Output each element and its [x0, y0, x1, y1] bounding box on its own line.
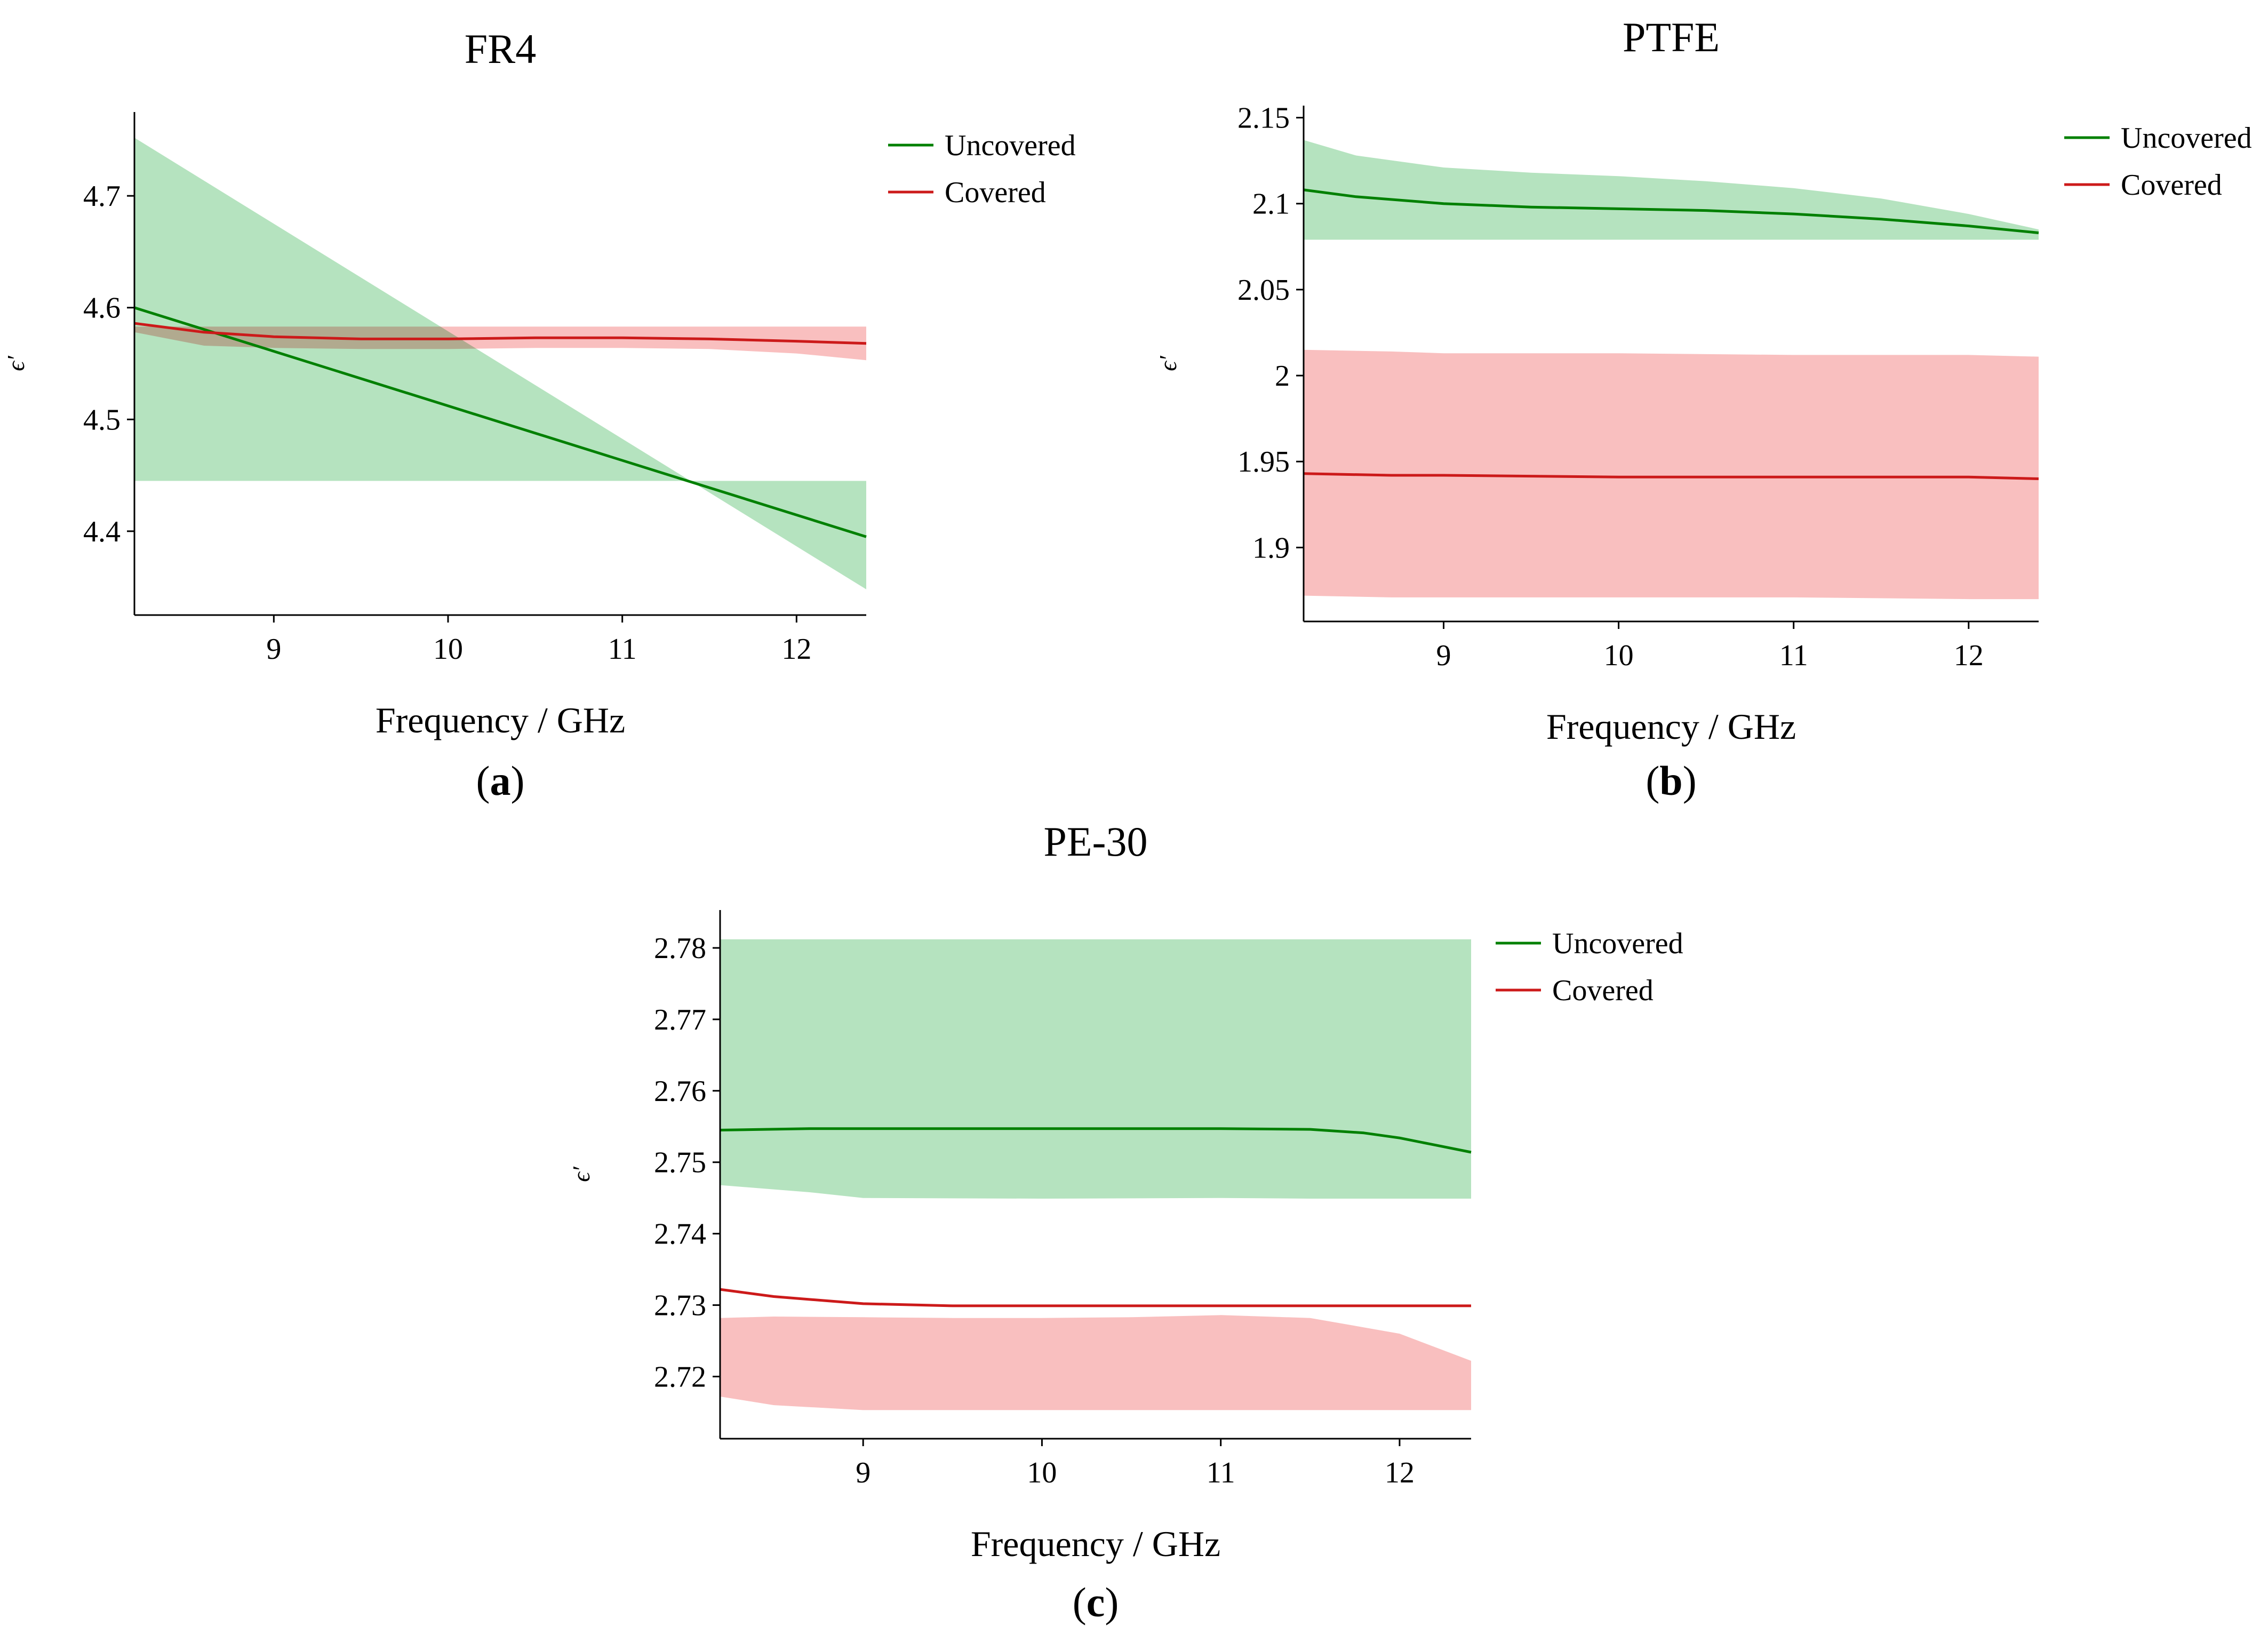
- x-tick-label: 9: [1436, 639, 1451, 672]
- y-tick-label: 2.72: [654, 1360, 706, 1393]
- uncovered-confidence-band: [720, 939, 1471, 1199]
- y-tick-label: 2.75: [654, 1146, 706, 1179]
- x-tick-label: 12: [1385, 1456, 1415, 1489]
- legend: Uncovered Covered: [2064, 122, 2252, 202]
- y-tick-label: 2.15: [1237, 102, 1290, 135]
- legend-label-covered: Covered: [2121, 169, 2222, 202]
- legend-label-covered: Covered: [945, 176, 1046, 209]
- panel-label: (c): [1073, 1579, 1119, 1625]
- uncovered-series-line: [134, 306, 867, 538]
- covered-confidence-band: [720, 1315, 1471, 1410]
- y-tick-label: 4.5: [83, 403, 121, 436]
- x-axis-label: Frequency / GHz: [971, 1524, 1220, 1564]
- uncovered-confidence-band: [1304, 140, 2039, 240]
- y-axis-label: ϵ′: [568, 1166, 595, 1182]
- y-tick-label: 2.05: [1237, 274, 1290, 307]
- y-tick-label: 4.7: [83, 180, 121, 213]
- chart-fr4: 9 10 11 12 4.4 4.5 4.6 4.7 FR4 Frequency / GHz ϵ′ U…: [2, 26, 1076, 804]
- covered-series-line: [720, 1288, 1471, 1307]
- covered-series-line: [134, 322, 867, 345]
- y-axis-label: ϵ′: [2, 355, 29, 371]
- legend-label-covered: Covered: [1552, 974, 1654, 1007]
- uncovered-confidence-band: [134, 138, 866, 589]
- y-tick-label: 2.73: [654, 1289, 706, 1322]
- x-tick-label: 10: [1027, 1456, 1057, 1489]
- x-tick-label: 10: [433, 633, 463, 666]
- x-tick-label: 11: [608, 633, 637, 666]
- covered-series-line: [1303, 472, 2039, 480]
- y-tick-label: 2.77: [654, 1003, 706, 1036]
- x-tick-label: 12: [781, 633, 811, 666]
- y-tick-label: 4.4: [83, 515, 121, 548]
- x-tick-label: 10: [1604, 639, 1634, 672]
- chart-title: FR4: [465, 26, 536, 72]
- x-axis-label: Frequency / GHz: [1546, 706, 1796, 747]
- y-axis-label: ϵ′: [1154, 355, 1181, 371]
- panel-label: (a): [476, 757, 525, 804]
- y-tick-label: 2.74: [654, 1218, 706, 1251]
- legend: Uncovered Covered: [1496, 927, 1683, 1007]
- chart-pe-30: 9 10 11 12 2.72 2.73 2.74 2.75 2.76 2.77 2.78 PE-30…: [568, 818, 1683, 1625]
- y-tick-label: 2.76: [654, 1075, 706, 1108]
- y-tick-label: 2: [1275, 360, 1290, 393]
- y-tick-label: 2.1: [1252, 188, 1290, 221]
- y-tick-label: 1.95: [1237, 445, 1290, 478]
- y-tick-label: 4.6: [83, 292, 121, 325]
- chart-ptfe: 9 10 11 12 1.9 1.95 2 2.05 2.1 2.15 PTFE Frequency …: [1154, 14, 2252, 804]
- legend-label-uncovered: Uncovered: [1552, 927, 1683, 960]
- covered-confidence-band: [1304, 349, 2039, 600]
- legend: Uncovered Covered: [888, 129, 1076, 209]
- x-axis-label: Frequency / GHz: [376, 700, 625, 740]
- x-tick-label: 9: [856, 1456, 871, 1489]
- legend-label-uncovered: Uncovered: [2121, 122, 2252, 155]
- panel-label: (b): [1646, 757, 1696, 804]
- covered-confidence-band: [134, 326, 866, 361]
- chart-title: PTFE: [1623, 14, 1720, 60]
- x-tick-label: 11: [1779, 639, 1808, 672]
- chart-title: PE-30: [1044, 818, 1148, 865]
- uncovered-series-line: [1303, 188, 2039, 234]
- legend-label-uncovered: Uncovered: [945, 129, 1076, 162]
- x-tick-label: 9: [266, 633, 281, 666]
- x-tick-label: 11: [1207, 1456, 1235, 1489]
- y-tick-label: 1.9: [1252, 531, 1290, 564]
- y-tick-label: 2.78: [654, 932, 706, 965]
- x-tick-label: 12: [1954, 639, 1984, 672]
- uncovered-series-line: [720, 1127, 1472, 1154]
